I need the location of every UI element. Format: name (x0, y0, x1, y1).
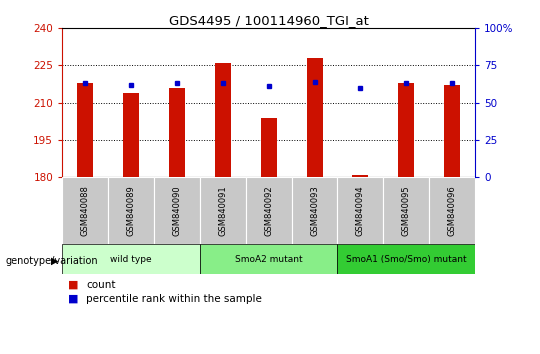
Bar (429, 177, 475, 244)
Bar (353, 175, 368, 177)
Text: GSM840095: GSM840095 (402, 185, 411, 236)
Bar (307, 58, 322, 177)
Bar (200, 244, 338, 274)
Title: GDS4495 / 100114960_TGI_at: GDS4495 / 100114960_TGI_at (168, 14, 369, 27)
Bar (77, 83, 93, 177)
Text: SmoA1 (Smo/Smo) mutant: SmoA1 (Smo/Smo) mutant (346, 255, 467, 264)
Text: GSM840096: GSM840096 (448, 185, 457, 236)
Text: GSM840094: GSM840094 (356, 185, 365, 236)
Bar (246, 177, 292, 244)
Bar (62, 177, 108, 244)
Text: count: count (86, 280, 116, 290)
Bar (215, 63, 231, 177)
Bar (62, 244, 200, 274)
Text: ■: ■ (68, 280, 78, 290)
Text: SmoA2 mutant: SmoA2 mutant (235, 255, 302, 264)
Bar (108, 177, 154, 244)
Text: GSM840089: GSM840089 (126, 185, 136, 236)
Text: wild type: wild type (110, 255, 152, 264)
Bar (444, 85, 460, 177)
Text: ▶: ▶ (51, 256, 59, 266)
Bar (292, 177, 338, 244)
Bar (338, 177, 383, 244)
Bar (154, 177, 200, 244)
Text: genotype/variation: genotype/variation (5, 256, 98, 266)
Text: GSM840092: GSM840092 (264, 185, 273, 236)
Bar (338, 244, 475, 274)
Text: GSM840088: GSM840088 (80, 185, 90, 236)
Bar (383, 177, 429, 244)
Text: GSM840091: GSM840091 (218, 185, 227, 236)
Bar (261, 118, 276, 177)
Bar (123, 93, 139, 177)
Text: ■: ■ (68, 294, 78, 304)
Bar (200, 177, 246, 244)
Text: GSM840093: GSM840093 (310, 185, 319, 236)
Bar (169, 88, 185, 177)
Bar (399, 83, 414, 177)
Text: percentile rank within the sample: percentile rank within the sample (86, 294, 262, 304)
Text: GSM840090: GSM840090 (172, 185, 181, 236)
